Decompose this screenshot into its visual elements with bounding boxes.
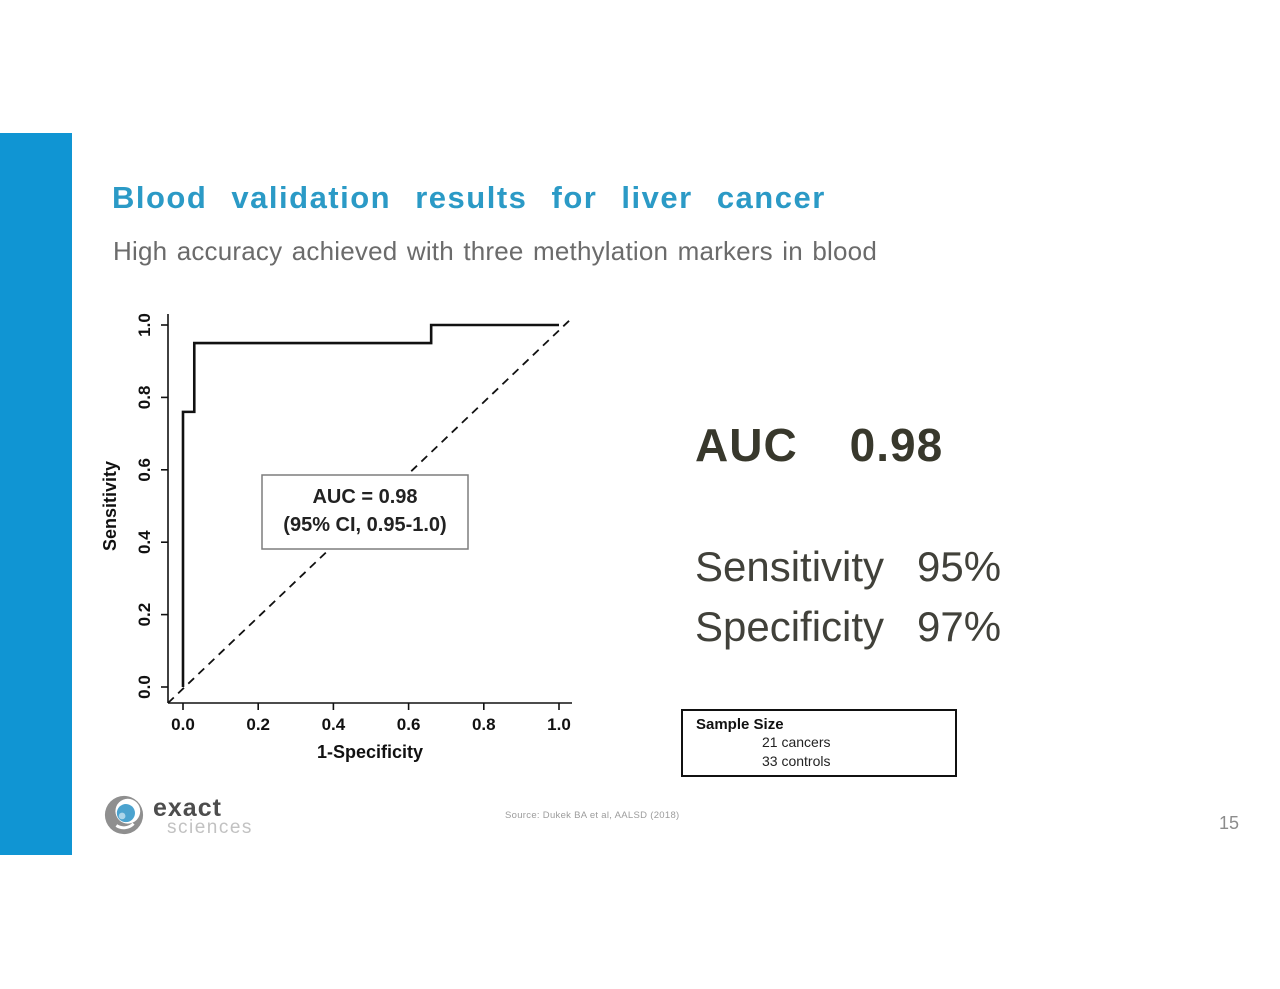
accent-bar [0,133,72,855]
exact-sciences-logo-icon [104,795,144,835]
x-tick-label: 0.4 [322,715,346,734]
auc-annotation-box [261,474,469,550]
sample-size-controls: 33 controls [762,753,831,769]
logo-word-exact: exact [153,794,222,822]
auc-label: AUC [695,419,798,471]
y-tick-label: 0.0 [135,675,154,699]
x-tick-label: 0.6 [397,715,421,734]
y-tick-label: 1.0 [135,313,154,337]
x-tick-label: 1.0 [547,715,571,734]
auc-result: AUC 0.98 [695,418,943,472]
source-citation: Source: Dukek BA et al, AALSD (2018) [505,810,680,821]
page-number: 15 [1219,813,1240,833]
stats-table: Sensitivity 95% Specificity 97% [695,538,1001,656]
specificity-value: 97% [917,603,1002,650]
roc-curve-line [181,323,559,687]
page-title: Blood validation results for liver cance… [112,180,826,215]
exact-sciences-logo-text: exact sciences [153,794,253,838]
y-tick-label: 0.8 [135,386,154,410]
sample-size-box: Sample Size 21 cancers 33 controls [681,709,957,777]
x-axis-title: 1-Specificity [317,742,423,762]
x-tick-label: 0.8 [472,715,496,734]
exact-sciences-logo: exact sciences [103,794,253,838]
x-tick-label: 0.0 [171,715,195,734]
roc-chart-svg: 0.0 0.2 0.4 0.6 0.8 1.0 0.0 0.2 0.4 0.6 0.8 1.0 1-Sp… [100,313,573,762]
sample-size-cancers: 21 cancers [762,734,831,750]
roc-chart: 0.0 0.2 0.4 0.6 0.8 1.0 0.0 0.2 0.4 0.6 0.8 1.0 1-Sp… [100,300,590,775]
logo-word-sciences: sciences [167,817,253,838]
auc-annotation-line2: (95% CI, 0.95-1.0) [283,514,446,536]
sample-size-title: Sample Size [696,716,784,733]
page-subtitle: High accuracy achieved with three methyl… [113,236,877,266]
y-tick-label: 0.6 [135,458,154,482]
y-tick-label: 0.2 [135,603,154,627]
x-tick-label: 0.2 [246,715,270,734]
specificity-label: Specificity [695,603,885,650]
auc-value: 0.98 [849,419,944,471]
y-axis-title: Sensitivity [100,461,120,551]
sensitivity-value: 95% [917,543,1002,590]
y-tick-label: 0.4 [135,530,154,554]
sensitivity-label: Sensitivity [695,543,885,590]
chance-diagonal-line [167,317,573,704]
auc-annotation-line1: AUC = 0.98 [312,486,417,508]
